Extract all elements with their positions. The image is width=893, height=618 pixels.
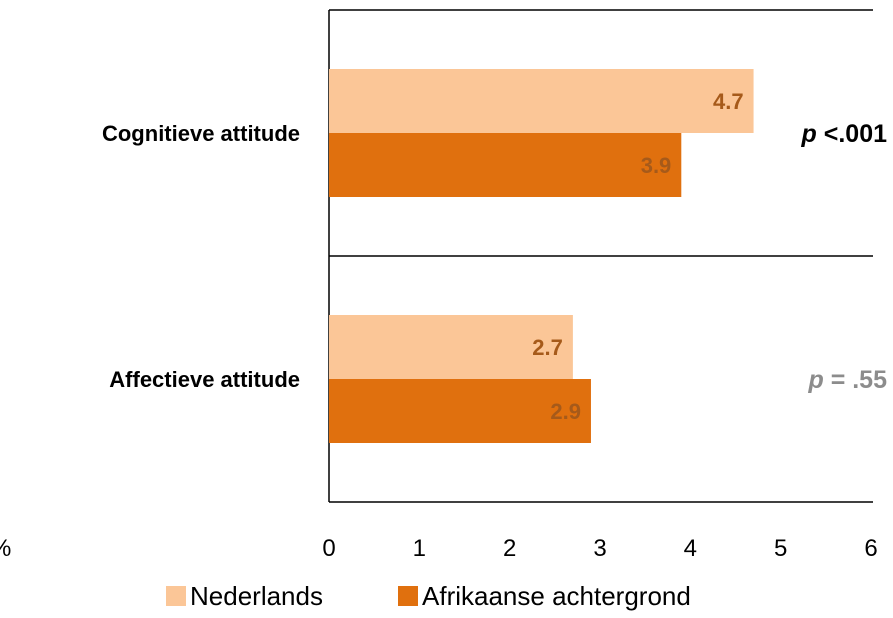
x-tick-label: 2 <box>503 535 516 562</box>
stray-percent-text: % <box>0 535 11 562</box>
x-tick-label: 3 <box>593 535 606 562</box>
bar-value-label: 4.7 <box>713 89 744 114</box>
p-symbol: p <box>801 120 817 148</box>
x-tick-label: 1 <box>413 535 426 562</box>
p-value: <.001 <box>817 120 887 148</box>
legend-label: Afrikaanse achtergrond <box>422 581 691 611</box>
x-tick-label: 4 <box>684 535 697 562</box>
p-value-annotation: p = .55 <box>807 366 887 394</box>
p-symbol: p <box>807 366 823 394</box>
bar-nederlands <box>329 69 754 133</box>
p-value-annotation: p <.001 <box>801 120 888 148</box>
bar-value-label: 3.9 <box>641 153 672 178</box>
bar-value-label: 2.9 <box>550 399 581 424</box>
legend-swatch-afrikaanse-achtergrond <box>398 586 418 606</box>
bar-nederlands <box>329 315 573 379</box>
bar-afrikaanse-achtergrond <box>329 133 682 197</box>
bar-value-label: 2.7 <box>532 335 563 360</box>
legend-label: Nederlands <box>190 581 323 611</box>
p-value: = .55 <box>824 366 887 394</box>
x-tick-label: 6 <box>864 535 877 562</box>
bar-afrikaanse-achtergrond <box>329 379 591 443</box>
x-tick-label: 0 <box>322 535 335 562</box>
legend-swatch-nederlands <box>166 586 186 606</box>
category-label: Affectieve attitude <box>109 367 300 392</box>
category-label: Cognitieve attitude <box>102 121 300 146</box>
x-tick-label: 5 <box>774 535 787 562</box>
